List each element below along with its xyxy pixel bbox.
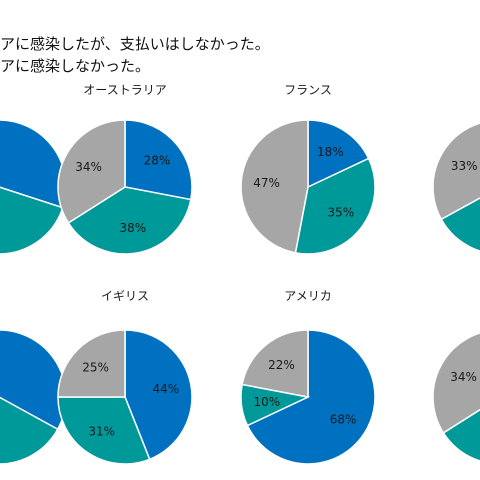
pie-5-slice-infected_not_paid (57, 396, 151, 465)
pie-6-label-paid: 68% (330, 412, 357, 426)
pie-1-label-not_infected: 34% (75, 160, 102, 174)
pie-6-label-not_infected: 22% (268, 358, 295, 372)
pie-5-label-not_infected: 25% (82, 361, 109, 375)
pie-1-label-infected_not_paid: 38% (119, 221, 146, 235)
pie-chart-0 (0, 119, 67, 255)
pie-2-slice-infected_not_paid (294, 157, 376, 255)
pie-2-slice-not_infected (240, 119, 309, 254)
pie-5-label-infected_not_paid: 31% (88, 424, 115, 438)
pie-2-label-infected_not_paid: 35% (327, 206, 354, 220)
pie-1-slice-paid (124, 119, 193, 201)
pie-2-label-paid: 18% (317, 145, 344, 159)
pie-5-slice-not_infected (57, 329, 126, 398)
pie-chart-5: イギリス 44% 31% 25% (57, 289, 193, 465)
pie-7-slice-not_infected (432, 332, 480, 434)
pie-5-slice-paid (124, 329, 193, 461)
pie-3-slice-not_infected (432, 122, 480, 221)
pie-1-label-paid: 28% (144, 154, 171, 168)
pie-2-label-not_infected: 47% (253, 176, 280, 190)
pie-chart-1: オーストラリア 28% 38% 34% (57, 83, 193, 255)
pie-7-slice-infected_not_paid (442, 408, 480, 462)
pie-2-slice-paid (307, 119, 370, 189)
pie-chart-2: フランス 18% 35% 47% (240, 83, 376, 255)
pie-title-1: オーストラリア (83, 83, 166, 97)
pie-6-slice-not_infected (241, 329, 309, 398)
legend-line-infected-not-paid: アに感染したが、支払いはしなかった。 (0, 35, 270, 53)
pie-chart-7: 世34% (432, 332, 480, 462)
pie-title-5: イギリス (101, 289, 149, 303)
pie-5-label-paid: 44% (152, 382, 179, 396)
pie-chart-6: アメリカ 68% 10% 22% (240, 289, 376, 465)
pie-4-slice-infected_not_paid (0, 396, 59, 465)
pie-3-label-not_infected: 33% (451, 159, 478, 173)
pie-6-label-infected_not_paid: 10% (253, 395, 280, 409)
pie-3-slice-infected_not_paid (440, 197, 480, 252)
legend-line-not-infected: アに感染しなかった。 (0, 57, 151, 75)
pie-chart-4 (0, 329, 67, 465)
pie-title-6: アメリカ (284, 289, 331, 303)
pie-7-label-not_infected: 34% (450, 370, 477, 384)
pie-title-2: フランス (284, 83, 332, 97)
pie-1-slice-not_infected (57, 119, 126, 224)
pie-6-slice-paid (246, 329, 376, 465)
pie-0-slice-infected_not_paid (0, 186, 64, 255)
pie-chart-3: 33% (432, 122, 480, 252)
